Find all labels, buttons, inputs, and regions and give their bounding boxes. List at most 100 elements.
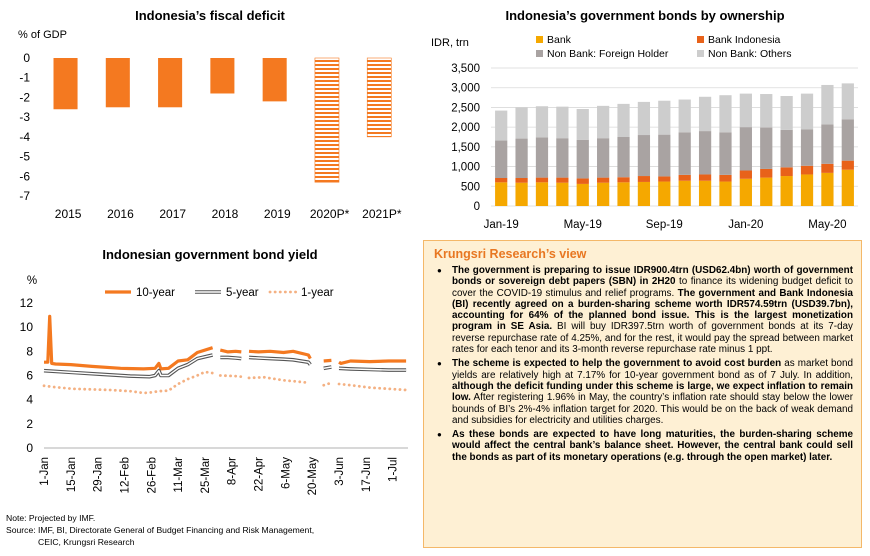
bonds-bar-segment [658,134,671,177]
bonds-y-tick: 1,000 [451,162,480,174]
bonds-bar-segment [698,96,712,132]
yield-x-tick: 1-Jul [388,457,400,482]
yield-line [43,354,407,378]
fiscal-bar [314,57,340,183]
note-line: Note: Projected by IMF. [6,513,96,523]
research-view-bullet: As these bonds are expected to have long… [434,429,853,463]
bonds-bar-segment [495,178,508,183]
bonds-bar-segment [576,139,589,179]
fiscal-bar [210,58,235,94]
bonds-x-tick: Jan-19 [484,219,519,231]
yield-y-tick: 2 [26,417,33,431]
fiscal-bar [262,58,287,102]
bonds-bar-segment [760,177,773,206]
bonds-bar-segment [739,170,752,179]
bonds-y-tick: 0 [474,201,480,213]
bond-yield-chart: % 0 2 4 6 8 10 12 1-Jan 15-Jan 29-Jan 12-Feb 26-Feb 1… [20,275,408,495]
fiscal-x-tick: 2015 [55,207,82,221]
fiscal-y-tick: -7 [19,189,30,203]
bonds-bar-segment [698,131,712,175]
bonds-bar-segment [800,93,814,130]
bonds-bar-segment [495,110,508,141]
bullet-bold-text: The government and Bank Indonesia (BI) r… [452,287,854,333]
yield-y-unit: % [27,275,37,287]
fiscal-x-tick: 2019 [264,207,291,221]
bonds-bar-segment [617,137,630,178]
bullet-text: After registering 1.96% in May, the coun… [452,392,853,426]
bonds-bar-segment [780,95,793,130]
bonds-x-tick: May-20 [808,219,846,231]
bonds-bar-segment [841,169,854,206]
bonds-bar-segment [535,137,549,178]
bonds-chart-title: Indonesia’s government bonds by ownershi… [505,8,785,23]
bonds-bar-segment [821,124,834,164]
yield-x-tick: 26-Feb [146,457,158,493]
bonds-y-tick: 500 [461,181,480,193]
bonds-bar-segment [698,180,712,206]
yield-legend-label: 5-year [226,287,259,299]
bonds-bar-segment [556,182,569,206]
bonds-bar-segment [637,101,651,136]
bonds-legend-swatch [536,36,543,43]
bonds-bar-segment [821,163,834,173]
yield-legend-label: 1-year [301,287,334,299]
bonds-y-tick: 3,500 [451,63,480,75]
bonds-legend-swatch [697,50,704,57]
bonds-bar-segment [495,182,508,206]
bonds-bar-segment [739,93,752,128]
fiscal-y-tick: -6 [19,169,30,183]
research-view-box: Krungsri Research’s view The government … [423,240,862,548]
yield-y-tick: 8 [26,344,33,358]
bonds-bar-segment [719,132,732,175]
bonds-bar-segment [780,129,793,168]
bonds-y-tick: 2,000 [451,122,480,134]
bonds-x-tick: Sep-19 [646,219,683,231]
fiscal-chart-title: Indonesia’s fiscal deficit [135,8,285,23]
yield-y-tick: 6 [26,369,33,383]
bonds-legend-swatch [697,36,704,43]
bonds-bar-segment [800,174,814,206]
bonds-bar-segment [678,99,691,133]
bonds-bar-segment [495,140,508,179]
source-line-continued: CEIC, Krungsri Research [38,537,135,547]
fiscal-bar [53,58,78,110]
bonds-bar-segment [637,176,651,182]
bonds-bar-segment [760,94,773,128]
bonds-bar-segment [535,177,549,183]
yield-line [44,314,407,371]
bonds-legend-label: Bank [547,34,572,46]
bullet-bold-text: As these bonds are expected to have long… [452,429,853,463]
fiscal-x-tick: 2017 [159,207,186,221]
bullet-bold-text: The scheme is expected to help the gover… [452,358,782,370]
bonds-bar-segment [576,109,589,140]
bullet-text: to finance its widening budget deficit t… [452,276,854,299]
bonds-bar-segment [800,129,814,166]
bonds-bar-segment [556,177,569,183]
bonds-bar-segment [800,165,814,175]
bonds-legend-label: Non Bank: Foreign Holder [547,48,669,60]
bonds-bar-segment [556,106,569,139]
yield-x-tick: 3-Jun [334,457,346,486]
fiscal-bar [105,58,130,108]
bonds-legend-swatch [536,50,543,57]
bonds-bar-segment [515,178,528,183]
bonds-bar-segment [617,177,630,183]
bonds-bar-segment [597,177,610,183]
bonds-y-tick: 2,500 [451,102,480,114]
bonds-bar-segment [617,182,630,206]
bullet-bold-text: although the deficit funding under this … [452,380,853,404]
bonds-bar-segment [760,127,773,169]
yield-legend-label: 10-year [136,287,175,299]
research-view-bullet: The government is preparing to issue IDR… [434,265,853,355]
bonds-x-tick: Jan-20 [728,219,763,231]
fiscal-bar [366,57,392,138]
bonds-bar-segment [739,178,752,206]
bonds-bar-segment [678,180,691,206]
bonds-bar-segment [780,176,793,206]
bonds-bar-segment [597,138,610,178]
fiscal-x-tick: 2016 [107,207,134,221]
yield-x-tick: 1-Jan [39,457,51,486]
research-view-bullet: The scheme is expected to help the gover… [434,358,853,426]
bonds-bar-segment [841,160,854,170]
yield-line [42,370,408,395]
